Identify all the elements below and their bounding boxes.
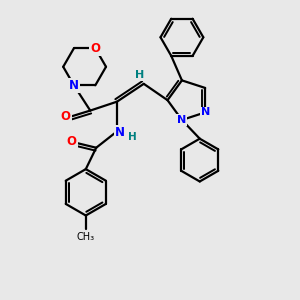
Text: O: O	[61, 110, 70, 123]
Text: N: N	[177, 115, 187, 125]
Text: O: O	[67, 135, 77, 148]
Text: H: H	[128, 132, 137, 142]
Text: O: O	[90, 42, 100, 55]
Text: H: H	[135, 70, 144, 80]
Text: CH₃: CH₃	[77, 232, 95, 242]
Text: N: N	[115, 126, 125, 140]
Text: N: N	[69, 79, 79, 92]
Text: N: N	[200, 107, 210, 117]
